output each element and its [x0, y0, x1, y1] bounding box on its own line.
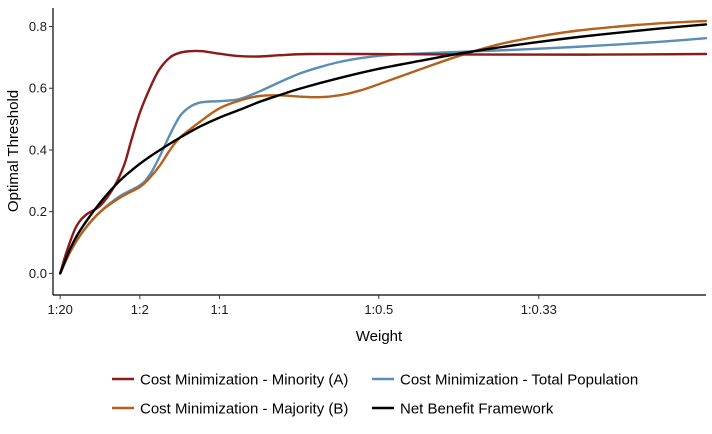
- y-tick-label: 0.6: [29, 81, 47, 96]
- legend-label: Cost Minimization - Total Population: [400, 372, 638, 389]
- x-tick-label: 1:20: [48, 302, 73, 317]
- x-axis-title: Weight: [356, 328, 403, 345]
- legend: Cost Minimization - Minority (A) Cost Min…: [112, 372, 638, 418]
- x-tick-label: 1:0.33: [521, 302, 557, 317]
- series-line: [59, 49, 708, 275]
- y-axis-title: Optimal Threshold: [5, 90, 22, 212]
- legend-label: Net Benefit Framework: [400, 401, 554, 418]
- legend-label: Cost Minimization - Majority (B): [140, 401, 348, 418]
- y-tick-label: 0.8: [29, 19, 47, 34]
- x-tick-label: 1:0.5: [364, 302, 393, 317]
- y-tick-label: 0.0: [29, 266, 47, 281]
- legend-label: Cost Minimization - Minority (A): [140, 372, 348, 389]
- series-line: [59, 19, 708, 275]
- plot-area: [59, 19, 708, 275]
- x-tick-label: 1:2: [131, 302, 149, 317]
- series-line: [59, 23, 708, 275]
- x-axis-ticks: 1:20 1:2 1:1 1:0.5 1:0.33: [48, 295, 557, 317]
- y-axis-ticks: 0.0 0.2 0.4 0.6 0.8: [29, 19, 53, 281]
- y-tick-label: 0.2: [29, 204, 47, 219]
- y-tick-label: 0.4: [29, 142, 47, 157]
- series-line: [59, 37, 708, 275]
- x-tick-label: 1:1: [210, 302, 228, 317]
